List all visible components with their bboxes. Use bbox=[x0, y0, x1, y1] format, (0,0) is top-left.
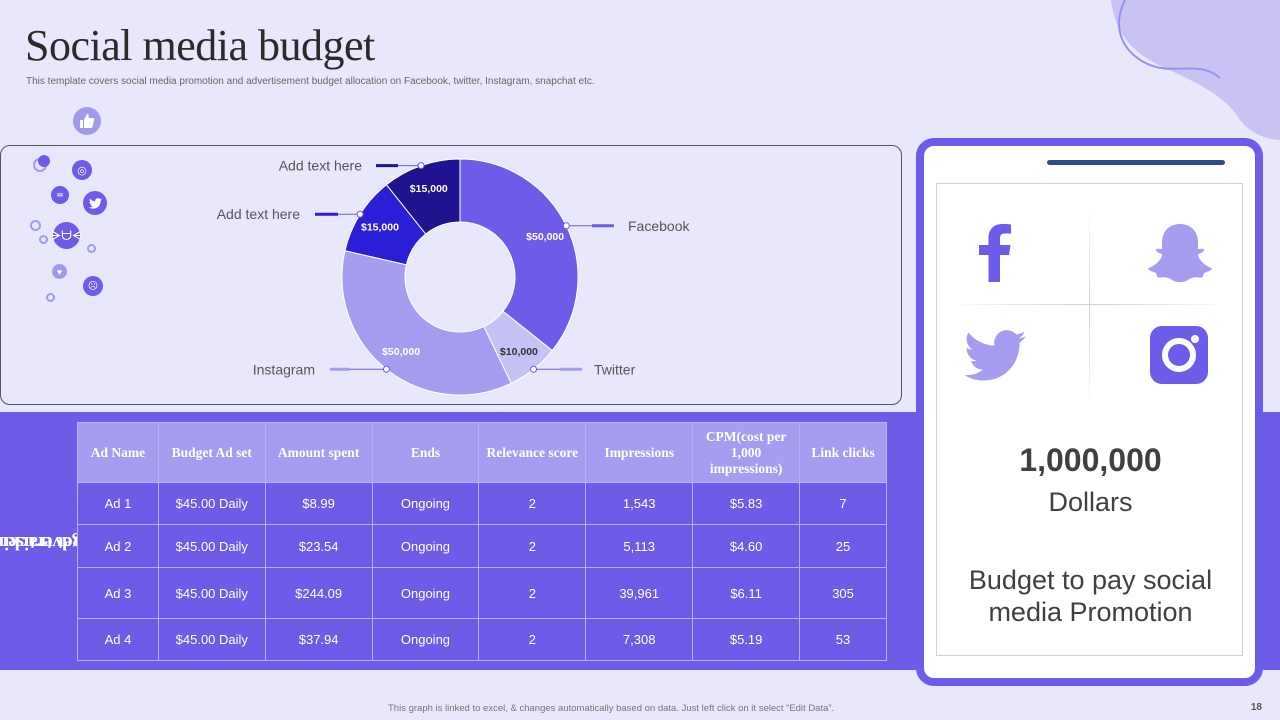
footer-note: This graph is linked to excel, & changes… bbox=[388, 703, 835, 714]
table-cell: 305 bbox=[799, 567, 887, 619]
table-side-label: Advertisementbudget tracking bbox=[0, 422, 113, 662]
slice-value-label: $50,000 bbox=[526, 231, 564, 243]
table-row: Ad 3 $45.00 Daily $244.09 Ongoing 2 39,9… bbox=[77, 567, 887, 619]
table-cell: Ongoing bbox=[371, 567, 480, 619]
table-cell: 25 bbox=[799, 524, 887, 568]
header-cpm: CPM(cost per 1,000 impressions) bbox=[692, 422, 801, 483]
table-cell: Ad 4 bbox=[77, 618, 159, 661]
header-amount-spent: Amount spent bbox=[264, 422, 373, 483]
reaction-emoji-cluster: ◎ ≖ ᗒᗨᗕ ♥ ☹ bbox=[25, 150, 115, 310]
header-ad-name: Ad Name bbox=[77, 422, 159, 483]
slice-value-label: $15,000 bbox=[410, 183, 448, 195]
leader-dot bbox=[562, 222, 570, 230]
table-cell: 7 bbox=[799, 482, 887, 525]
table-row: Ad 4 $45.00 Daily $37.94 Ongoing 2 7,308… bbox=[77, 618, 887, 661]
budget-description: Budget to pay social media Promotion bbox=[968, 565, 1213, 627]
grid-divider-vertical bbox=[1089, 202, 1090, 412]
circle-icon bbox=[39, 235, 48, 244]
ad-tracking-table: Ad Name Budget Ad set Amount spent Ends … bbox=[77, 422, 887, 661]
table-cell: $8.99 bbox=[264, 482, 373, 525]
donut-slice bbox=[341, 250, 512, 396]
table-cell: $37.94 bbox=[264, 618, 373, 661]
leader-dot bbox=[417, 162, 425, 170]
budget-unit: Dollars bbox=[1048, 487, 1133, 517]
table-cell: $45.00 Daily bbox=[157, 524, 266, 568]
table-cell: 2 bbox=[478, 482, 587, 525]
budget-donut-chart: $50,000 Facebook $10,000 Twitter $50,000 Inst… bbox=[217, 158, 690, 396]
table-cell: Ongoing bbox=[371, 482, 480, 525]
table-cell: $23.54 bbox=[264, 524, 373, 568]
leader-dot bbox=[356, 210, 364, 218]
header-ends: Ends bbox=[371, 422, 480, 483]
header-relevance: Relevance score bbox=[478, 422, 587, 483]
table-cell: 7,308 bbox=[585, 618, 694, 661]
dot-icon bbox=[38, 155, 50, 167]
angry-emoji-icon: ≖ bbox=[51, 186, 69, 204]
facebook-icon bbox=[979, 224, 1011, 282]
instagram-icon bbox=[1150, 326, 1208, 384]
phone-mockup: 1,000,000 Dollars Budget to pay social m… bbox=[916, 138, 1263, 686]
table-cell: $5.19 bbox=[692, 618, 801, 661]
table-row: Ad 1 $45.00 Daily $8.99 Ongoing 2 1,543 … bbox=[77, 482, 887, 525]
header-link-clicks: Link clicks bbox=[799, 422, 887, 483]
table-cell: 39,961 bbox=[585, 567, 694, 619]
thumbs-up-icon bbox=[73, 107, 101, 135]
slice-category-label: Facebook bbox=[628, 218, 690, 234]
budget-amount: 1,000,000 bbox=[1019, 442, 1162, 478]
page-subtitle: This template covers social media promot… bbox=[26, 76, 595, 87]
table-cell: $6.11 bbox=[692, 567, 801, 619]
table-cell: $244.09 bbox=[264, 567, 373, 619]
table-cell: $45.00 Daily bbox=[157, 567, 266, 619]
table-cell: Ad 2 bbox=[77, 524, 159, 568]
phone-speaker bbox=[1047, 160, 1225, 165]
decorative-blob bbox=[1111, 0, 1280, 140]
instagram-small-icon: ◎ bbox=[72, 160, 92, 180]
leader-dot bbox=[382, 365, 390, 373]
page-number: 18 bbox=[1250, 702, 1262, 713]
slice-value-label: $15,000 bbox=[361, 222, 399, 234]
donut-slice bbox=[385, 158, 461, 235]
table-cell: 1,543 bbox=[585, 482, 694, 525]
table-cell: $4.60 bbox=[692, 524, 801, 568]
table-cell: Ongoing bbox=[371, 524, 480, 568]
table-cell: Ongoing bbox=[371, 618, 480, 661]
slice-value-label: $50,000 bbox=[382, 346, 420, 358]
slice-category-label: Add text here bbox=[217, 206, 300, 222]
snapchat-icon bbox=[1148, 224, 1212, 282]
table-row: Ad 2 $45.00 Daily $23.54 Ongoing 2 5,113… bbox=[77, 524, 887, 568]
table-header-row: Ad Name Budget Ad set Amount spent Ends … bbox=[77, 422, 887, 483]
page-title: Social media budget bbox=[25, 21, 375, 70]
table-cell: $45.00 Daily bbox=[157, 482, 266, 525]
slice-category-label: Twitter bbox=[594, 361, 636, 377]
twitter-icon bbox=[964, 330, 1026, 381]
slice-value-label: $10,000 bbox=[500, 346, 538, 358]
leader-dot bbox=[530, 365, 538, 373]
table-cell: Ad 1 bbox=[77, 482, 159, 525]
table-cell: 5,113 bbox=[585, 524, 694, 568]
grid-divider-horizontal bbox=[947, 304, 1232, 305]
circle-icon bbox=[46, 293, 55, 302]
slice-category-label: Instagram bbox=[253, 361, 315, 377]
phone-screen: 1,000,000 Dollars Budget to pay social m… bbox=[936, 183, 1243, 656]
laughing-emoji-icon: ᗒᗨᗕ bbox=[52, 222, 81, 249]
table-cell: 2 bbox=[478, 567, 587, 619]
table-cell: $5.83 bbox=[692, 482, 801, 525]
sad-emoji-icon: ☹ bbox=[83, 276, 103, 296]
header-budget: Budget Ad set bbox=[157, 422, 266, 483]
donut-slice bbox=[459, 158, 579, 352]
header-impressions: Impressions bbox=[585, 422, 694, 483]
slice-category-label: Add text here bbox=[279, 158, 362, 174]
circle-icon bbox=[87, 244, 96, 253]
table-cell: 53 bbox=[799, 618, 887, 661]
table-cell: $45.00 Daily bbox=[157, 618, 266, 661]
twitter-small-icon bbox=[83, 191, 107, 215]
table-cell: 2 bbox=[478, 524, 587, 568]
table-cell: Ad 3 bbox=[77, 567, 159, 619]
table-cell: 2 bbox=[478, 618, 587, 661]
heart-icon: ♥ bbox=[52, 264, 67, 279]
circle-icon bbox=[30, 220, 41, 231]
